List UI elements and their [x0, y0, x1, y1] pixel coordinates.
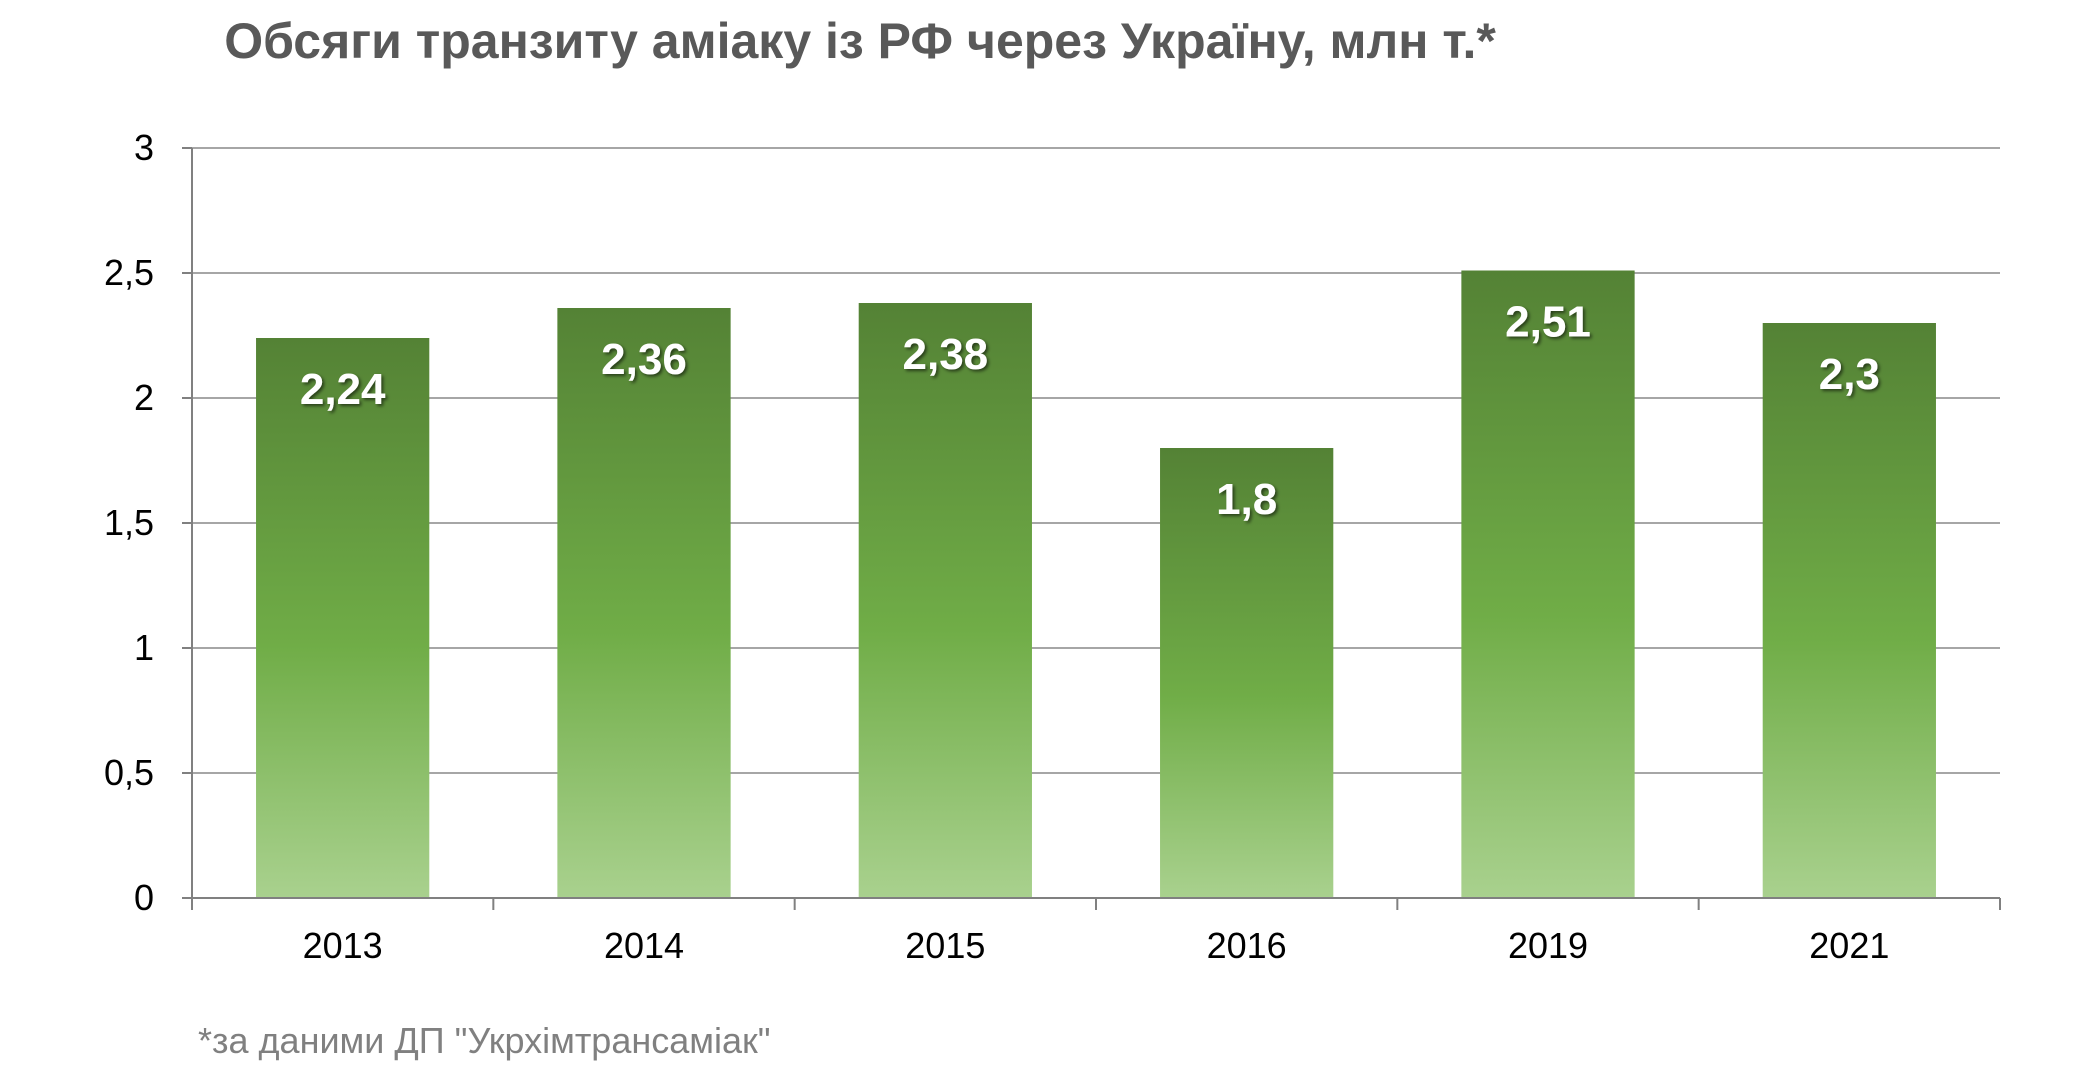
y-tick-label: 1,5	[104, 502, 154, 543]
data-label: 1,8	[1216, 475, 1277, 524]
data-label: 2,24	[300, 365, 386, 414]
bars	[256, 270, 1936, 898]
bar-2019	[1461, 270, 1635, 898]
bar-2021	[1762, 323, 1936, 898]
bar-2013	[256, 338, 430, 898]
x-tick-label: 2014	[604, 925, 684, 966]
y-tick-label: 0,5	[104, 752, 154, 793]
y-tick-label: 2,5	[104, 252, 154, 293]
data-label: 2,51	[1505, 298, 1591, 347]
bar-2016	[1160, 448, 1334, 898]
x-tick-label: 2019	[1508, 925, 1588, 966]
gridlines	[192, 147, 2000, 774]
chart-title: Обсяги транзиту аміаку із РФ через Украї…	[224, 13, 1496, 69]
x-tick-label: 2016	[1207, 925, 1287, 966]
axes: 0 0,5 1 1,5 2 2,5 3 2013 2014 2015 2016 2019 2021	[104, 127, 2001, 966]
y-tick-label: 1	[134, 627, 154, 668]
data-label: 2,36	[601, 335, 687, 384]
x-tick-label: 2013	[303, 925, 383, 966]
bar-2014	[557, 308, 731, 898]
x-tick-label: 2015	[905, 925, 985, 966]
bar-2015	[858, 303, 1032, 898]
data-label: 2,3	[1819, 350, 1880, 399]
data-labels: 2,24 2,36 2,38 1,8 2,51 2,3	[300, 298, 1880, 525]
source-footnote: *за даними ДП "Укрхімтрансаміак"	[198, 1020, 771, 1061]
y-tick-label: 2	[134, 377, 154, 418]
data-label: 2,38	[903, 330, 989, 379]
x-tick-label: 2021	[1809, 925, 1889, 966]
y-tick-label: 0	[134, 877, 154, 918]
y-tick-label: 3	[134, 127, 154, 168]
